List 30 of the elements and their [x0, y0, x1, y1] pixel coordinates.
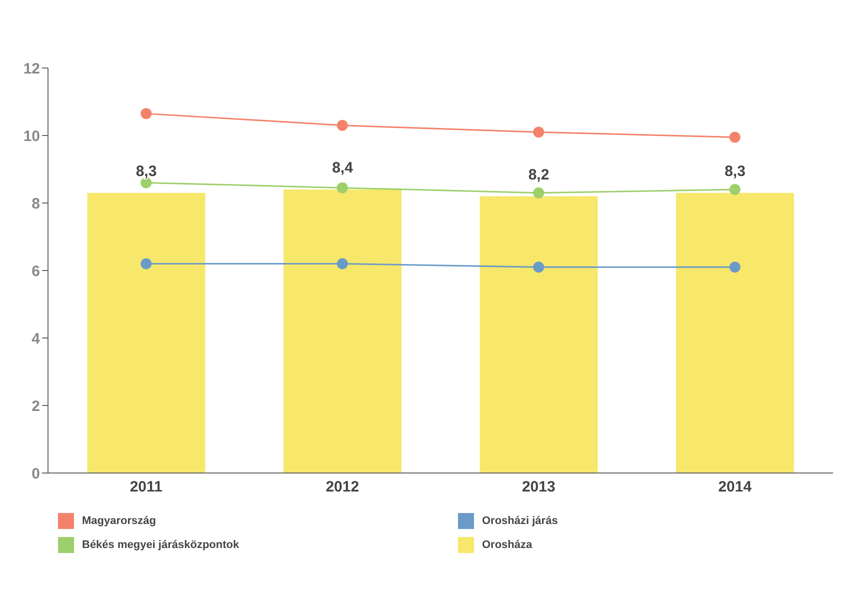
y-tick-label: 8	[32, 195, 40, 212]
data-label: 8,4	[332, 160, 354, 176]
point	[729, 132, 740, 143]
point	[533, 187, 544, 198]
point	[533, 126, 544, 138]
x-tick-label: 2012	[326, 478, 360, 496]
y-tick-label: 6	[32, 262, 40, 280]
y-tick-label: 12	[23, 60, 40, 78]
point	[140, 108, 152, 120]
legend-label: Orosházi járás	[482, 515, 558, 527]
point	[336, 120, 348, 131]
legend-label: Magyarország	[82, 515, 156, 527]
y-tick-label: 10	[23, 128, 40, 145]
legend-label: Békés megyei járásközpontok	[82, 539, 240, 551]
point	[533, 262, 544, 273]
y-tick-label: 0	[32, 465, 40, 482]
legend-label: Orosháza	[482, 539, 532, 551]
point	[729, 262, 740, 273]
x-tick-label: 2014	[718, 478, 752, 496]
point	[729, 184, 740, 195]
y-tick-label: 4	[32, 330, 41, 348]
point	[336, 258, 348, 270]
x-tick-label: 2011	[130, 478, 162, 496]
y-tick-label: 2	[32, 398, 40, 415]
x-tick-label: 2013	[522, 478, 556, 496]
point	[140, 258, 152, 270]
data-label: 8,3	[136, 162, 157, 180]
data-label: 8,2	[528, 166, 550, 184]
data-label: 8,3	[724, 162, 746, 180]
point	[336, 182, 348, 194]
